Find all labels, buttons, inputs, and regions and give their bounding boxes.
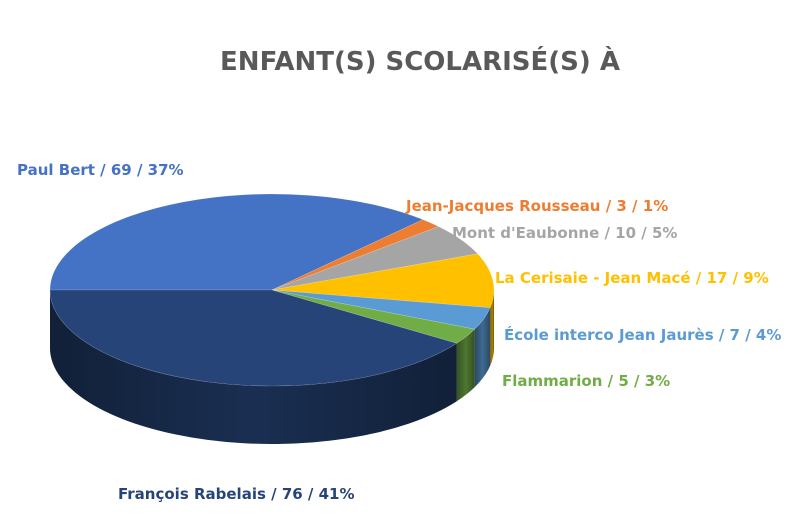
pie-slice-6	[49, 289, 458, 387]
pie-slice-3	[271, 253, 495, 308]
data-label-2: Mont d'Eaubonne / 10 / 5%	[452, 224, 677, 242]
data-label-3: La Cerisaie - Jean Macé / 17 / 9%	[495, 269, 769, 287]
pie-slice-0	[49, 193, 424, 291]
pie-slice-2	[271, 226, 479, 291]
data-label-1: Jean-Jacques Rousseau / 3 / 1%	[405, 197, 668, 215]
data-label-0: Paul Bert / 69 / 37%	[17, 161, 184, 179]
pie-sides	[50, 290, 494, 445]
chart-title: ENFANT(S) SCOLARISÉ(S) À	[220, 45, 620, 77]
pie-side-shade-6	[50, 290, 457, 445]
pie-slice-1	[271, 219, 440, 291]
pie-side-shade-3	[490, 290, 494, 366]
data-label-5: Flammarion / 5 / 3%	[502, 372, 670, 390]
pie-slices	[49, 193, 495, 387]
pie-slice-5	[271, 289, 476, 344]
data-label-6: François Rabelais / 76 / 41%	[118, 485, 355, 503]
data-label-4: École interco Jean Jaurès / 7 / 4%	[504, 325, 781, 344]
pie-slice-4	[271, 289, 491, 330]
pie-side-shade-5	[456, 329, 475, 402]
pie-side-shade-4	[474, 307, 491, 388]
data-labels: Paul Bert / 69 / 37% Jean-Jacques Roussea…	[17, 161, 781, 503]
